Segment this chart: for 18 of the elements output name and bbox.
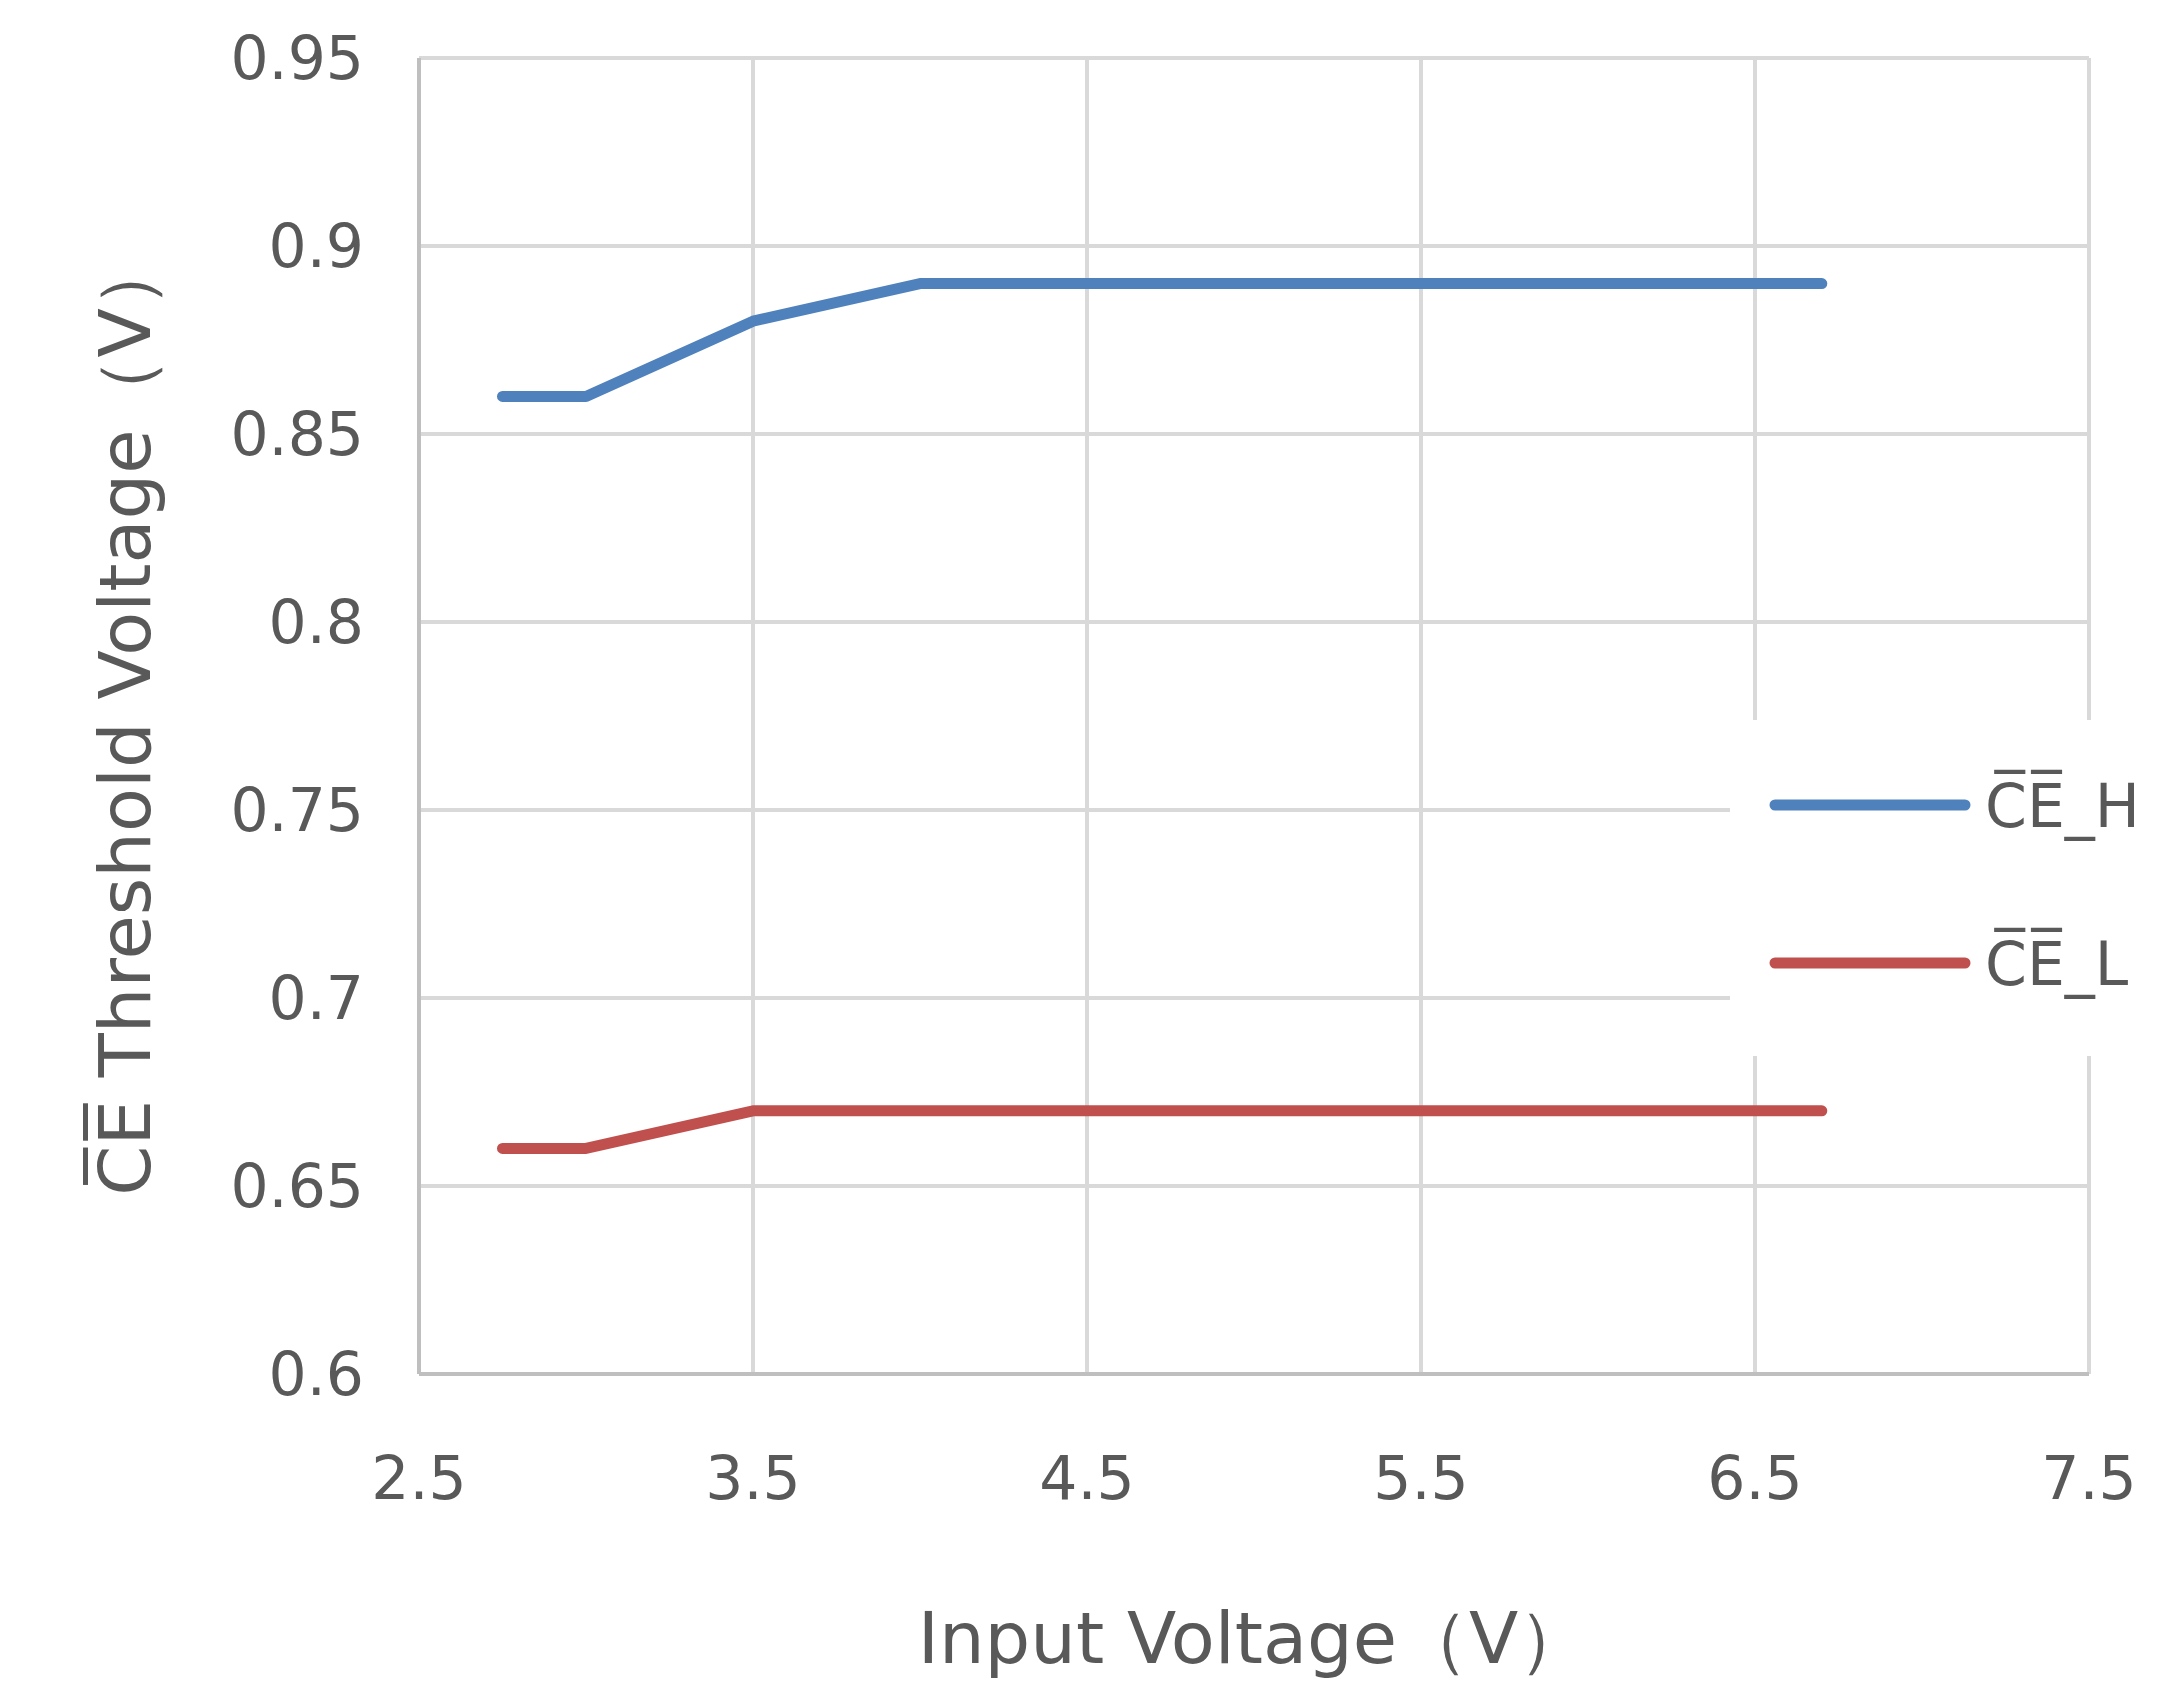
- y-tick-label: 0.75: [230, 775, 364, 845]
- y-tick-label: 0.65: [230, 1151, 364, 1221]
- x-tick-label: 5.5: [1373, 1443, 1469, 1513]
- legend-label: C̅E̅_L: [1985, 927, 2129, 999]
- y-tick-label: 0.6: [268, 1339, 364, 1409]
- x-tick-label: 7.5: [2041, 1443, 2137, 1513]
- y-tick-label: 0.95: [230, 23, 364, 93]
- x-tick-label: 3.5: [705, 1443, 801, 1513]
- x-tick-label: 4.5: [1039, 1443, 1135, 1513]
- x-tick-label: 6.5: [1707, 1443, 1803, 1513]
- x-axis-title: Input Voltage（V）: [917, 1596, 1591, 1680]
- y-axis-title: C̅E̅ Threshold Voltage（V）: [82, 236, 167, 1196]
- y-tick-label: 0.85: [230, 399, 364, 469]
- y-tick-label: 0.9: [268, 211, 364, 281]
- y-tick-label: 0.8: [268, 587, 364, 657]
- legend-label: C̅E̅_H: [1985, 769, 2140, 841]
- y-tick-label: 0.7: [268, 963, 364, 1033]
- x-tick-label: 2.5: [371, 1443, 467, 1513]
